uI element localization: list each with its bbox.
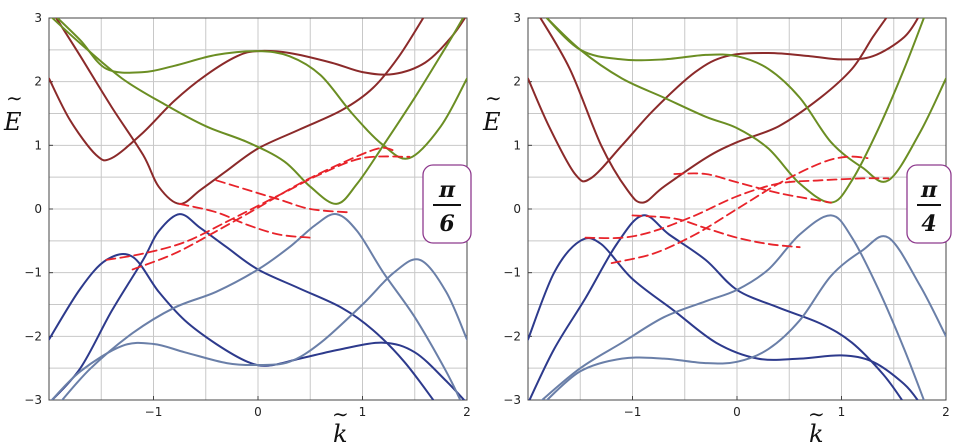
y-axis-tilde: ∼	[6, 86, 23, 110]
y-tick-label: −1	[503, 266, 521, 280]
x-tick-label: −1	[624, 405, 642, 419]
angle-badge: π6	[422, 164, 472, 244]
band-curve-edge	[610, 155, 869, 264]
y-tick-label: 3	[34, 11, 42, 25]
x-tick-label: 1	[359, 405, 367, 419]
band-curve-edge	[584, 177, 890, 240]
x-tick-label: −1	[145, 405, 163, 419]
x-axis-tilde: ∼	[332, 402, 349, 426]
y-axis-label: E	[3, 108, 22, 136]
angle-badge-denominator: 6	[439, 211, 454, 237]
x-tick-label: 2	[942, 405, 950, 419]
x-tick-label: 0	[254, 405, 262, 419]
band-curve-edge	[215, 179, 348, 214]
y-tick-label: 0	[513, 202, 521, 216]
y-tick-label: 2	[513, 75, 521, 89]
y-tick-label: −2	[503, 329, 521, 343]
y-axis-tilde: ∼	[485, 86, 502, 110]
band-curve-edge	[178, 203, 312, 239]
y-axis-label: E	[482, 108, 501, 136]
angle-badge: π4	[906, 164, 952, 244]
band-curve-edge	[673, 172, 832, 204]
band-curve-valence_light	[50, 258, 467, 400]
y-tick-label: 1	[513, 138, 521, 152]
band-curve-conduction	[528, 18, 920, 183]
x-tick-label: 1	[838, 405, 846, 419]
y-tick-label: 0	[34, 202, 42, 216]
band-curve-edge	[105, 155, 411, 261]
series-group	[528, 18, 946, 400]
band-curve-edge	[131, 146, 395, 271]
band-curve-valence	[49, 253, 466, 400]
y-tick-label: −3	[503, 393, 521, 407]
x-axis-label: k	[809, 420, 824, 448]
band-curve-valence_light	[545, 235, 946, 400]
band-curve-edge	[631, 214, 801, 249]
angle-badge-numerator: π	[920, 177, 938, 203]
band-curve-valence_light	[60, 213, 462, 400]
y-tick-label: −2	[24, 329, 42, 343]
band-curve-upper	[50, 18, 465, 205]
band-curve-conduction	[55, 18, 425, 205]
band-curve-valence_light	[540, 214, 925, 400]
band-curve-valence	[50, 213, 435, 400]
x-axis-label: k	[333, 420, 348, 448]
y-tick-label: 2	[34, 75, 42, 89]
band-curve-conduction	[49, 18, 467, 162]
y-tick-label: 3	[513, 11, 521, 25]
band-curve-upper	[56, 18, 467, 160]
x-tick-label: 0	[733, 405, 741, 419]
y-tick-label: −1	[24, 266, 42, 280]
angle-badge-denominator: 4	[921, 211, 936, 237]
series-group	[49, 18, 467, 400]
y-tick-label: −3	[24, 393, 42, 407]
band-curve-conduction	[539, 18, 888, 204]
y-tick-label: 1	[34, 138, 42, 152]
band-curve-valence	[528, 214, 904, 400]
x-tick-label: 2	[463, 405, 471, 419]
band-curve-upper	[545, 18, 946, 183]
x-axis-tilde: ∼	[808, 402, 825, 426]
band-curve-upper	[545, 18, 925, 204]
angle-badge-numerator: π	[438, 177, 456, 203]
